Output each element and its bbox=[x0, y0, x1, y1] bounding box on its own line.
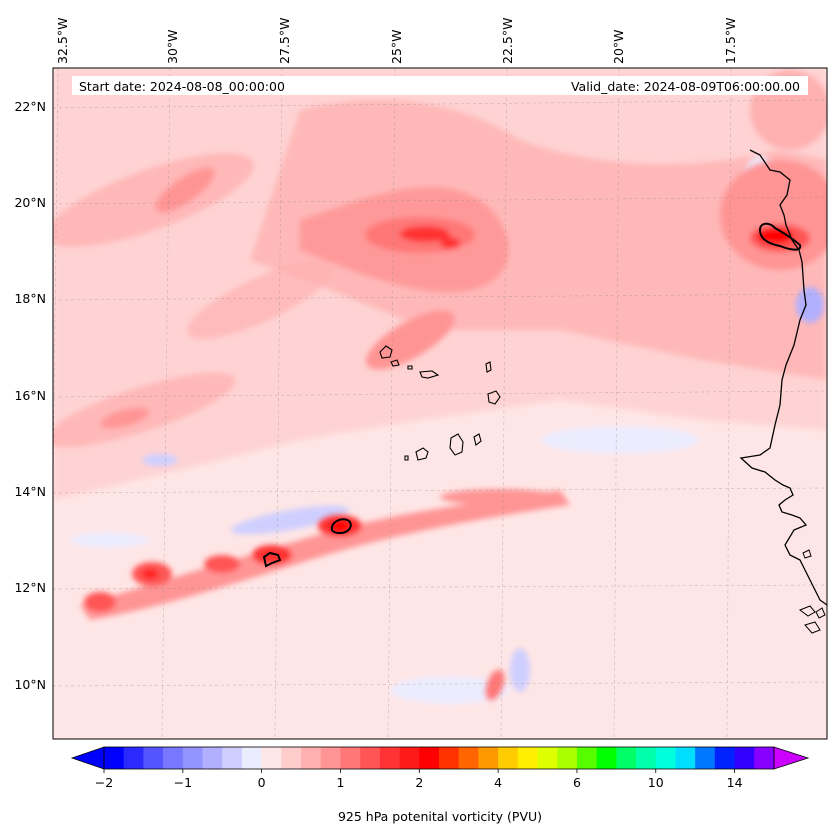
colorbar-cell bbox=[596, 747, 617, 769]
colorbar-cell bbox=[182, 747, 203, 769]
colorbar-cell bbox=[241, 747, 262, 769]
lon-label: 22.5°W bbox=[500, 18, 515, 64]
colorbar-cell bbox=[143, 747, 164, 769]
lon-labels: 32.5°W 30°W 27.5°W 25°W 22.5°W 20°W 17.5… bbox=[55, 18, 738, 64]
colorbar-cell bbox=[281, 747, 302, 769]
colorbar-cell bbox=[379, 747, 400, 769]
colorbar-tick-label: −1 bbox=[174, 775, 192, 790]
colorbar-cell bbox=[261, 747, 282, 769]
pv-field-high bbox=[100, 167, 509, 429]
valid-date: Valid_date: 2024-08-09T06:00:00.00 bbox=[571, 79, 800, 94]
africa-coastline bbox=[739, 149, 827, 606]
pv-band-south bbox=[80, 489, 570, 701]
lon-label: 27.5°W bbox=[277, 18, 292, 64]
colorbar-tick-label: −2 bbox=[95, 775, 113, 790]
gridlines bbox=[53, 68, 827, 739]
lon-label: 30°W bbox=[165, 29, 180, 64]
colorbar-cell bbox=[439, 747, 460, 769]
lat-label: 14°N bbox=[14, 484, 46, 499]
bijagos-islands bbox=[798, 549, 826, 634]
colorbar-cell bbox=[419, 747, 440, 769]
colorbar-cell bbox=[754, 747, 775, 769]
header-strip bbox=[72, 76, 808, 95]
colorbar-tick-label: 1 bbox=[336, 775, 344, 790]
cape-verde-islands bbox=[379, 345, 501, 461]
colorbar-cell bbox=[517, 747, 538, 769]
lon-label: 20°W bbox=[611, 29, 626, 64]
colorbar-cell bbox=[636, 747, 657, 769]
colorbar-tick-label: 0 bbox=[258, 775, 266, 790]
colorbar-cell bbox=[695, 747, 716, 769]
lat-labels: 22°N 20°N 18°N 16°N 14°N 12°N 10°N bbox=[14, 99, 46, 692]
colorbar-over-arrow bbox=[773, 746, 810, 770]
colorbar-tick-label: 6 bbox=[573, 775, 581, 790]
colorbar-cell bbox=[458, 747, 479, 769]
colorbar-cell bbox=[104, 747, 125, 769]
colorbar-cell bbox=[399, 747, 420, 769]
colorbar-cell bbox=[537, 747, 558, 769]
colorbar-cell bbox=[202, 747, 223, 769]
colorbar-cell bbox=[498, 747, 519, 769]
lat-label: 16°N bbox=[14, 388, 46, 403]
map-frame bbox=[52, 67, 828, 740]
colorbar-cell bbox=[301, 747, 322, 769]
colorbar-cell bbox=[675, 747, 696, 769]
lat-label: 22°N bbox=[14, 99, 46, 114]
start-date: Start date: 2024-08-08_00:00:00 bbox=[79, 79, 285, 94]
contour-2pvu bbox=[262, 222, 802, 568]
colorbar-cell bbox=[616, 747, 637, 769]
colorbar-cell bbox=[478, 747, 499, 769]
colorbar-cell bbox=[714, 747, 735, 769]
lat-label: 18°N bbox=[14, 291, 46, 306]
colorbar-cell bbox=[123, 747, 144, 769]
colorbar: −2 −1 0 1 2 4 6 10 14 925 hPa potenital vorticit… bbox=[70, 746, 810, 824]
colorbar-cell bbox=[655, 747, 676, 769]
lon-label: 32.5°W bbox=[55, 18, 70, 64]
colorbar-cell bbox=[222, 747, 243, 769]
colorbar-cell bbox=[320, 747, 341, 769]
lat-label: 10°N bbox=[14, 677, 46, 692]
colorbar-tick-label: 4 bbox=[494, 775, 502, 790]
colorbar-tick-label: 14 bbox=[727, 775, 743, 790]
colorbar-cell bbox=[163, 747, 184, 769]
colorbar-cell bbox=[734, 747, 755, 769]
colorbar-tick-label: 10 bbox=[648, 775, 664, 790]
colorbar-cell bbox=[360, 747, 381, 769]
colorbar-tick-label: 2 bbox=[415, 775, 423, 790]
colorbar-under-arrow bbox=[70, 746, 105, 770]
colorbar-title: 925 hPa potenital vorticity (PVU) bbox=[338, 809, 542, 824]
map-panel[interactable]: Start date: 2024-08-08_00:00:00 Valid_da… bbox=[36, 68, 837, 739]
colorbar-cell bbox=[557, 747, 578, 769]
lon-label: 25°W bbox=[389, 29, 404, 64]
colorbar-ticks: −2 −1 0 1 2 4 6 10 14 bbox=[95, 769, 743, 790]
colorbar-cell bbox=[576, 747, 597, 769]
colorbar-cell bbox=[340, 747, 361, 769]
lat-label: 12°N bbox=[14, 580, 46, 595]
lon-label: 17.5°W bbox=[723, 18, 738, 64]
lat-label: 20°N bbox=[14, 195, 46, 210]
